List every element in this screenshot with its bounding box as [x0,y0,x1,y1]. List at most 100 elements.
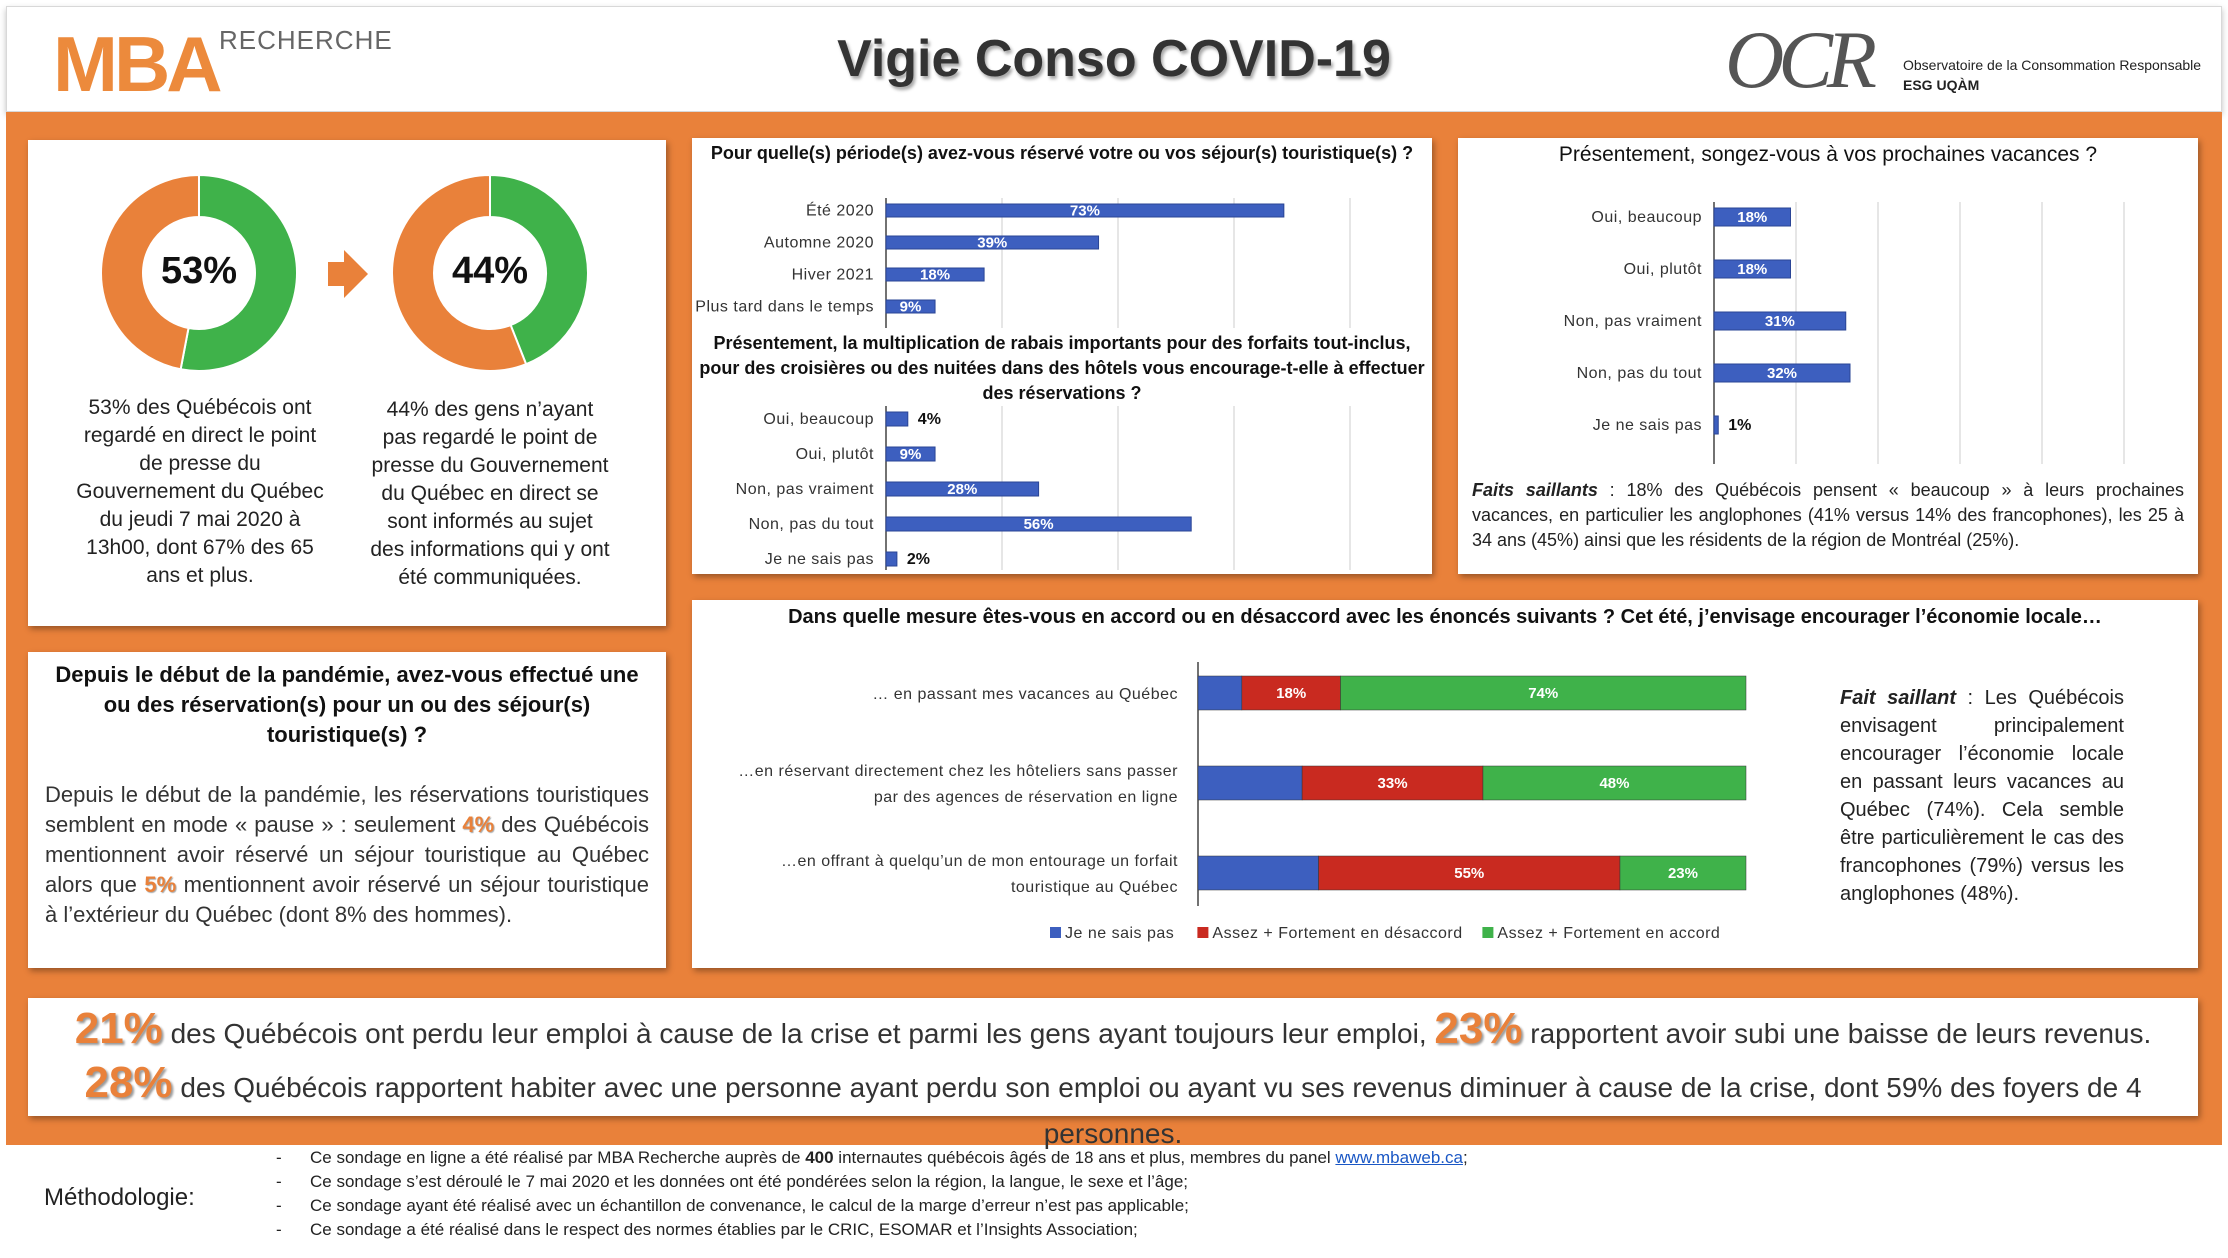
vacances-panel: Présentement, songez-vous à vos prochain… [1458,138,2198,574]
pandemic-text: Depuis le début de la pandémie, les rése… [45,780,649,930]
bar [885,267,985,282]
legend-label: Assez + Fortement en accord [1497,925,1720,942]
bar [885,446,936,462]
header: MBA RECHERCHE Vigie Conso COVID-19 OCR O… [6,6,2222,112]
category-label: Plus tard dans le temps [695,299,874,316]
chart-rebates: Oui, beaucoup 4% Oui, plutôt 9% Non, pas vra… [736,406,1351,570]
methodologie-list: Ce sondage en ligne a été réalisé par MB… [276,1146,1468,1242]
faits-saillants-text: Faits saillants : 18% des Québécois pens… [1472,478,2184,553]
methodo-item-1: Ce sondage en ligne a été réalisé par MB… [276,1146,1468,1170]
stacked-bar-segment [1318,855,1621,891]
bar [1713,207,1791,227]
methodo-item-1-a: Ce sondage en ligne a été réalisé par MB… [310,1148,806,1167]
pandemic-text-a: Depuis le début de la pandémie, les rése… [45,782,649,837]
category-label: par des agences de réservation en ligne [874,789,1178,806]
emploi-line1-a: des Québécois ont perdu leur emploi à ca… [162,1018,1435,1049]
category-label: Je ne sais pas [765,551,874,568]
methodo-item-1-c: internautes québécois âgés de 18 ans et … [833,1148,1336,1167]
pandemic-panel: Depuis le début de la pandémie, avez-vou… [28,652,666,968]
mba-logo: MBA [53,20,223,108]
category-label: Oui, beaucoup [763,411,874,428]
bar [885,203,1285,218]
emploi-line2: 28% des Québécois rapportent habiter ave… [28,1058,2198,1157]
donut-left-caption: 53% des Québécois ont regardé en direct … [76,396,324,587]
donut-panel: 53% 44% 53% des Québécois ont regardé en… [28,140,666,626]
pandemic-text-b: des Québécois mentionnent avoir réservé … [45,812,650,897]
chart-periods: Été 2020 73% Automne 2020 39% Hiver 2021 18% P… [695,198,1351,328]
category-label: Non, pas du tout [1577,365,1702,382]
economie-locale-panel: Dans quelle mesure êtes-vous en accord o… [692,600,2198,968]
stacked-bar-segment [1340,675,1747,711]
bar-value-label: 32% [1767,365,1797,382]
stacked-bar-segment [1197,855,1319,891]
chart3-title: Présentement, songez-vous à vos prochain… [1558,143,2098,166]
faits-saillants-body: : 18% des Québécois pensent « beaucoup »… [1472,480,2184,550]
category-label: Oui, plutôt [1624,261,1702,278]
bar-value-label: 1% [1728,417,1751,434]
bar [885,235,1100,250]
stat-23: 23% [1434,1004,1523,1053]
bar [1713,311,1847,331]
bar [1713,259,1791,279]
pandemic-highlight-5: 5% [144,872,177,897]
chart4-title: Dans quelle mesure êtes-vous en accord o… [788,606,2102,628]
chart-vacances: Oui, beaucoup 18% Oui, plutôt 18% Non, pas v… [1564,202,2125,464]
stacked-bar-segment [1197,675,1243,711]
legend-swatch [1197,927,1209,938]
bar-value-label: 18% [920,267,950,284]
ocr-logo-line2: ESG UQÀM [1903,77,1980,93]
category-label: Oui, plutôt [796,446,874,463]
bar-value-label: 18% [1737,209,1767,226]
donut-left [100,173,298,372]
segment-value-label: 23% [1668,865,1698,882]
donut-svg [100,173,589,372]
bar-value-label: 2% [907,551,930,568]
bar [1713,363,1851,383]
bar-value-label: 9% [900,446,922,463]
mbaweb-link[interactable]: www.mbaweb.ca [1335,1148,1463,1167]
category-label: Non, pas du tout [749,516,874,533]
stacked-bar-segment [1619,855,1747,891]
category-label: Non, pas vraiment [1564,313,1702,330]
donut-left-green-segment [179,173,298,372]
period-panel: Pour quelle(s) période(s) avez-vous rése… [692,138,1432,574]
category-label: …en réservant directement chez les hôtel… [738,763,1178,780]
donut-left-orange-segment [100,173,200,371]
ocr-logo: OCR [1725,14,1877,105]
stacked-bar-segment [1241,675,1341,711]
donut-right-orange-segment [391,173,528,372]
segment-value-label: 74% [1528,685,1558,702]
stacked-bar-segment [1197,765,1303,801]
bar-value-label: 28% [947,481,977,498]
methodologie-label: Méthodologie: [44,1184,195,1211]
category-label: Automne 2020 [764,235,874,252]
bar-value-label: 9% [900,299,922,316]
fait-saillant-text: Fait saillant : Les Québécois envisagent… [1840,684,2124,908]
category-label: Été 2020 [806,201,874,220]
bar [885,516,1192,532]
fait-saillant-body: : Les Québécois envisagent principalemen… [1840,687,2124,905]
category-label: Oui, beaucoup [1591,209,1702,226]
bar [885,551,898,567]
legend-swatch [1050,927,1061,938]
emploi-line1-b: rapportent avoir subi une baisse de leur… [1522,1018,2152,1049]
stat-21: 21% [74,1004,163,1053]
segment-value-label: 33% [1378,775,1408,792]
category-label: Non, pas vraiment [736,481,874,498]
methodo-item-2: Ce sondage s’est déroulé le 7 mai 2020 e… [276,1170,1468,1194]
bar-value-label: 4% [918,411,941,428]
legend-label: Assez + Fortement en désaccord [1212,925,1462,942]
chart-economie-locale: … en passant mes vacances au Québec 18% 74… [738,662,1747,942]
emploi-panel: 21% des Québécois ont perdu leur emploi … [28,998,2198,1149]
ocr-logo-line1: Observatoire de la Consommation Responsa… [1903,57,2202,73]
stacked-bar-segment [1301,765,1484,801]
emploi-line1: 21% des Québécois ont perdu leur emploi … [28,1004,2198,1057]
mba-logo-subtitle: RECHERCHE [219,25,393,55]
donut-left-value: 53% [160,250,238,292]
bar [885,481,1040,497]
category-label: touristique au Québec [1011,879,1178,896]
emploi-line2-a: des Québécois rapportent habiter avec un… [172,1072,2142,1149]
legend-swatch [1482,927,1494,938]
legend-label: Je ne sais pas [1065,925,1174,942]
